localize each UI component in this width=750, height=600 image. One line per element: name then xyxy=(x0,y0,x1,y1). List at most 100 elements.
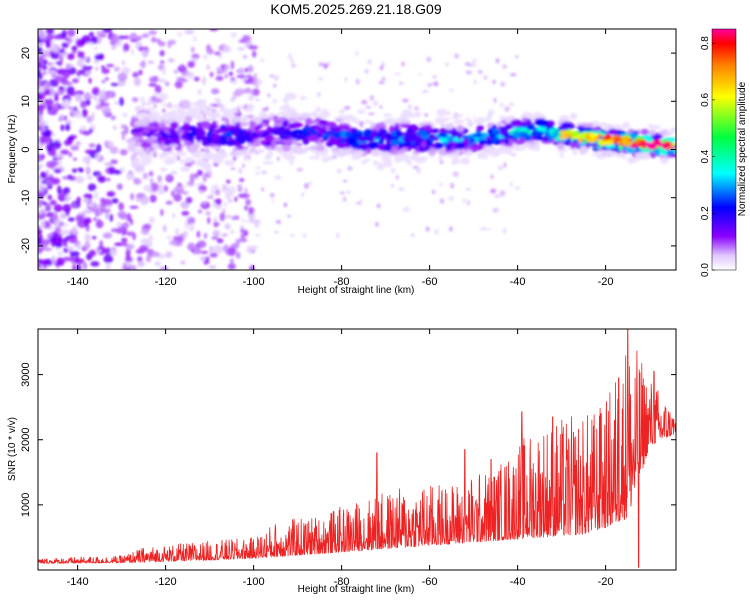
spectrogram-cell xyxy=(142,127,150,134)
spectrogram-cell xyxy=(190,248,196,253)
spectrogram-cell xyxy=(251,142,261,147)
spectrogram-cell xyxy=(451,114,459,120)
spectrogram-cell xyxy=(123,35,130,40)
spectrogram-cell xyxy=(187,61,195,68)
spectrogram-cell xyxy=(434,136,440,141)
spectrogram-cell xyxy=(260,58,265,63)
spectrogram-cell xyxy=(483,75,488,80)
spectrogram-cell xyxy=(73,157,77,161)
spectrogram-cell xyxy=(315,143,325,152)
spectrogram-cell xyxy=(626,156,636,164)
spectrogram-cell xyxy=(70,145,80,151)
spectrogram-cell xyxy=(396,134,403,138)
spectrogram-cell xyxy=(210,187,214,197)
snr-x-label: Height of straight line (km) xyxy=(298,584,415,595)
spectrogram-cell xyxy=(343,180,348,183)
spectrogram-cell xyxy=(85,166,91,175)
spectrogram-cell xyxy=(222,109,233,118)
spectrogram-cell xyxy=(245,198,251,206)
spectrogram-cell xyxy=(302,137,310,145)
spectrogram-cell xyxy=(250,89,255,96)
spectrogram-cell xyxy=(106,64,115,68)
spectrogram-cell xyxy=(159,154,164,160)
spectrogram-cell xyxy=(143,184,153,192)
spectrogram-cell xyxy=(588,133,599,138)
spectrogram-cell xyxy=(61,29,67,38)
spectrogram-cell xyxy=(88,128,93,134)
spectrogram-cell xyxy=(284,111,292,117)
spectrogram-cell xyxy=(172,213,176,218)
spectrogram-cell xyxy=(243,80,253,85)
spectrogram-cell xyxy=(395,129,401,136)
snr-x-tick-label: -120 xyxy=(155,576,177,588)
spectrogram-cell xyxy=(175,129,184,134)
spectrogram-cell xyxy=(45,179,52,186)
spectrogram-cell xyxy=(526,123,534,130)
spectrogram-cell xyxy=(118,202,125,211)
spectrogram-cell xyxy=(91,112,95,121)
spectrogram-cell xyxy=(38,225,41,230)
spectrogram-cell xyxy=(592,144,600,148)
spectrogram-cell xyxy=(304,117,313,126)
spectrogram-cell xyxy=(173,69,177,73)
spectrogram-cell xyxy=(143,107,156,112)
spectrogram-cell xyxy=(99,201,106,211)
spectrogram-cell xyxy=(443,117,451,121)
spectrogram-cell xyxy=(229,98,235,103)
spectrogram-cell xyxy=(230,230,235,234)
spectrogram-cell xyxy=(126,213,132,222)
spectrogram-cell xyxy=(96,218,102,226)
spectrogram-cell xyxy=(490,174,494,180)
spectrogram-cell xyxy=(579,142,585,147)
spectrogram-cell xyxy=(559,153,564,158)
spectrogram-cell xyxy=(464,62,471,66)
spectrogram-cell xyxy=(515,55,518,59)
spectrogram-cell xyxy=(142,172,149,180)
spectrogram-cell xyxy=(75,215,85,222)
spectrogram-cell xyxy=(431,189,436,195)
spectrogram-cell xyxy=(126,231,135,237)
spectrogram-cell xyxy=(76,71,82,77)
spectrogram-cell xyxy=(522,117,527,123)
spectrogram-cell xyxy=(379,105,383,109)
spectrogram-cell xyxy=(415,158,426,164)
spectrogram-cell xyxy=(162,67,166,75)
colorbar-ticks: 0.0 0.2 0.4 0.6 0.8 xyxy=(700,36,715,277)
spectrogram-cell xyxy=(347,117,360,122)
spectrogram-cell xyxy=(90,261,100,267)
spectrogram-cell xyxy=(152,146,159,151)
spectrogram-cell xyxy=(261,107,269,112)
spectrogram-cell xyxy=(260,141,267,146)
spectrogram-cell xyxy=(207,216,211,225)
spectrogram-cell xyxy=(229,258,235,264)
spectrogram-cell xyxy=(604,134,612,141)
spectrogram-cell xyxy=(121,132,126,141)
spectrogram-cell xyxy=(161,145,170,149)
spectrogram-cell xyxy=(203,232,208,239)
spectrogram-cell xyxy=(304,183,309,189)
spectrogram-cell xyxy=(131,264,137,270)
spectrogram-cell xyxy=(140,201,146,206)
spectrogram-cell xyxy=(130,49,135,55)
spectrogram-cell xyxy=(292,138,298,145)
spectrogram-cell xyxy=(204,164,211,173)
spectrogram-cell xyxy=(51,255,56,264)
spectrogram-cell xyxy=(342,147,350,152)
spectrogram-cell xyxy=(74,258,85,264)
spectrogram-cell xyxy=(49,235,57,243)
spectrogram-cell xyxy=(134,106,144,112)
spectrogram-cell xyxy=(281,119,289,128)
spectrogram-cell xyxy=(254,221,260,229)
spectrogram-cell xyxy=(503,162,507,168)
spectrogram-cell xyxy=(381,77,386,81)
snr-x-tick-label: -80 xyxy=(334,576,350,588)
spectrogram-cell xyxy=(168,128,176,134)
spectrogram-cell xyxy=(368,112,375,116)
spectrogram-cell xyxy=(135,157,141,166)
spectrogram-cell xyxy=(296,168,304,172)
spectrogram-cell xyxy=(133,147,144,154)
spectrogram-cell xyxy=(114,242,124,247)
spectrogram-cell xyxy=(201,153,213,157)
spectrogram-cell xyxy=(491,128,500,133)
spectrogram-cell xyxy=(575,141,580,148)
